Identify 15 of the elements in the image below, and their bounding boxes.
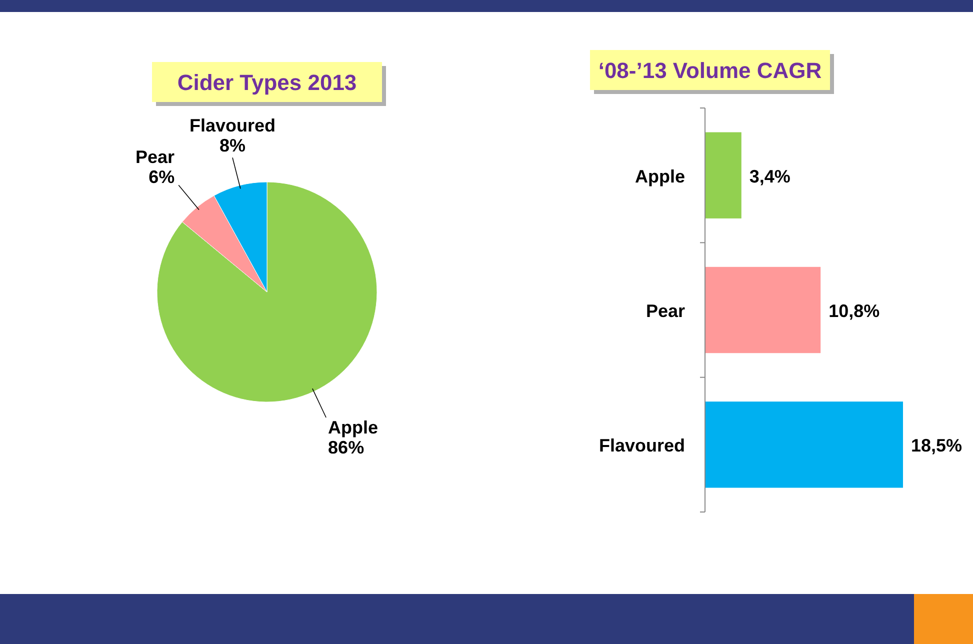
y-tick-label: Pear <box>646 301 685 321</box>
y-tick-label: Apple <box>634 166 685 186</box>
data-label: 6% <box>148 167 175 188</box>
slice-label: Pear <box>136 147 175 168</box>
chart-title: ‘08-’13 Volume CAGR <box>598 58 822 83</box>
pie-slice <box>156 182 378 402</box>
data-label: 18,5% <box>911 436 962 456</box>
slice-label: Flavoured <box>189 116 276 136</box>
chart-title: Cider Types 2013 <box>177 70 357 95</box>
data-label: 8% <box>220 136 246 156</box>
slice-label: Apple <box>328 418 378 438</box>
data-label: 3,4% <box>749 166 790 186</box>
data-label: 86% <box>328 438 364 458</box>
y-tick-label: Flavoured <box>598 436 685 456</box>
data-label: 10,8% <box>828 301 880 321</box>
